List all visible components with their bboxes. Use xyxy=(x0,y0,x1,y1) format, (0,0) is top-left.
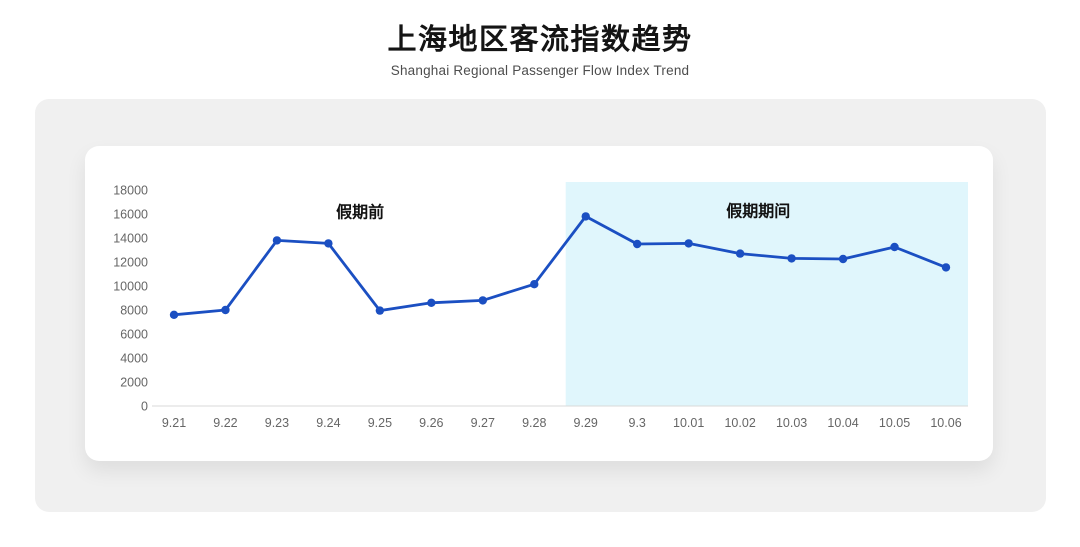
data-point xyxy=(684,239,693,248)
x-tick-label: 9.29 xyxy=(574,416,598,430)
passenger-flow-line-chart: 0 2000 4000 6000 8000 10000 12000 14000 16000 180… xyxy=(113,182,968,430)
y-tick-label: 12000 xyxy=(113,256,148,270)
y-tick-label: 18000 xyxy=(113,184,148,198)
x-tick-label: 10.06 xyxy=(930,416,961,430)
highlight-region-holiday xyxy=(565,182,968,406)
data-point xyxy=(633,239,642,249)
y-tick-label: 14000 xyxy=(113,232,148,246)
x-tick-label: 10.04 xyxy=(827,416,858,430)
x-tick-label: 10.01 xyxy=(673,416,704,430)
annotation-label: 假期期间 xyxy=(726,202,790,221)
x-tick-label: 9.27 xyxy=(471,416,495,430)
data-point xyxy=(941,263,951,272)
chart-panel: 0 2000 4000 6000 8000 10000 12000 14000 16000 180… xyxy=(35,99,1046,512)
x-tick-label: 9.3 xyxy=(629,416,646,430)
y-tick-label: 16000 xyxy=(113,208,148,222)
data-point xyxy=(530,280,539,289)
data-point xyxy=(324,239,333,248)
x-tick-label: 9.23 xyxy=(265,416,289,430)
x-tick-label: 9.24 xyxy=(316,416,340,430)
y-tick-label: 10000 xyxy=(113,280,148,294)
y-tick-label: 4000 xyxy=(120,352,148,366)
x-tick-label: 9.28 xyxy=(522,416,546,430)
x-tick-label: 9.21 xyxy=(162,416,186,430)
chart-header: 上海地区客流指数趋势 Shanghai Regional Passenger F… xyxy=(0,0,1080,78)
data-point xyxy=(221,305,230,315)
data-point xyxy=(838,254,848,264)
x-tick-label: 10.05 xyxy=(879,416,910,430)
y-tick-label: 8000 xyxy=(120,304,148,318)
data-point xyxy=(581,212,590,221)
data-point xyxy=(375,306,385,315)
x-tick-label: 10.02 xyxy=(724,416,755,430)
x-tick-label: 9.26 xyxy=(419,416,443,430)
page-title: 上海地区客流指数趋势 xyxy=(387,24,693,56)
x-tick-label: 10.03 xyxy=(776,416,807,430)
data-point xyxy=(787,254,796,263)
x-tick-label: 9.22 xyxy=(213,416,237,430)
data-point xyxy=(478,296,487,305)
data-point xyxy=(890,242,899,252)
y-tick-label: 0 xyxy=(141,400,148,414)
data-point xyxy=(427,298,436,307)
page-subtitle: Shanghai Regional Passenger Flow Index T… xyxy=(390,63,690,79)
chart-card: 0 2000 4000 6000 8000 10000 12000 14000 16000 180… xyxy=(85,146,993,461)
y-tick-label: 2000 xyxy=(120,376,148,390)
annotation-label: 假期前 xyxy=(336,203,384,222)
data-point xyxy=(169,310,179,319)
data-point xyxy=(272,236,282,245)
x-tick-label: 9.25 xyxy=(368,416,392,430)
y-tick-label: 6000 xyxy=(120,328,148,342)
data-point xyxy=(735,249,745,258)
data-line xyxy=(172,215,948,317)
